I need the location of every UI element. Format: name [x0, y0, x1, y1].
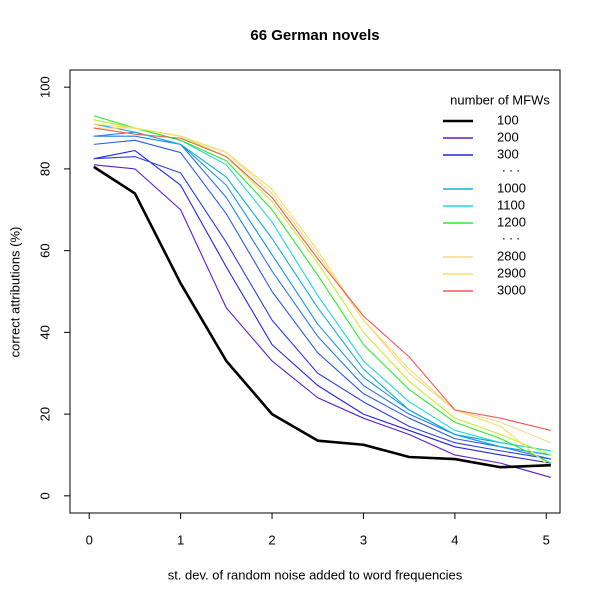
legend-label: 2900 — [497, 265, 526, 280]
series-line — [93, 119, 552, 456]
legend-title: number of MFWs — [450, 92, 550, 107]
series-line — [93, 115, 552, 464]
legend-label: 3000 — [497, 282, 526, 297]
x-tick-label: 2 — [268, 532, 275, 547]
y-tick-label: 80 — [37, 162, 52, 176]
y-tick-label: 0 — [37, 492, 52, 499]
legend-label: 1200 — [497, 214, 526, 229]
y-tick-label: 100 — [37, 76, 52, 98]
legend-label: 100 — [497, 112, 519, 127]
series-line — [93, 127, 552, 444]
series-line — [93, 131, 551, 452]
series-line — [93, 139, 551, 456]
series-line — [93, 123, 552, 468]
series-line — [93, 123, 551, 456]
legend-label: 300 — [497, 146, 519, 161]
x-tick-label: 3 — [360, 532, 367, 547]
legend-label: 2800 — [497, 248, 526, 263]
legend-label: 200 — [497, 129, 519, 144]
x-tick-label: 1 — [177, 532, 184, 547]
series-line — [93, 119, 551, 452]
series-line — [93, 164, 552, 478]
legend-ellipsis: . . . — [502, 159, 520, 174]
y-axis-label: correct attributions (%) — [7, 227, 22, 358]
x-tick-label: 5 — [543, 532, 550, 547]
series-line — [93, 165, 551, 469]
x-tick-label: 0 — [86, 532, 93, 547]
plot-frame — [69, 69, 561, 514]
legend-ellipsis: . . . — [502, 227, 520, 242]
y-tick-label: 60 — [37, 243, 52, 257]
series-line — [93, 149, 551, 464]
x-tick-label: 4 — [451, 532, 458, 547]
legend-label: 1100 — [497, 197, 525, 212]
x-axis-label: st. dev. of random noise added to word f… — [168, 567, 463, 582]
chart-title: 66 German novels — [250, 27, 379, 44]
legend-label: 1000 — [497, 180, 526, 195]
series-line — [93, 156, 551, 460]
series-line — [93, 127, 551, 431]
y-tick-label: 20 — [37, 407, 52, 421]
y-tick-label: 40 — [37, 325, 52, 339]
series-line — [93, 135, 551, 460]
